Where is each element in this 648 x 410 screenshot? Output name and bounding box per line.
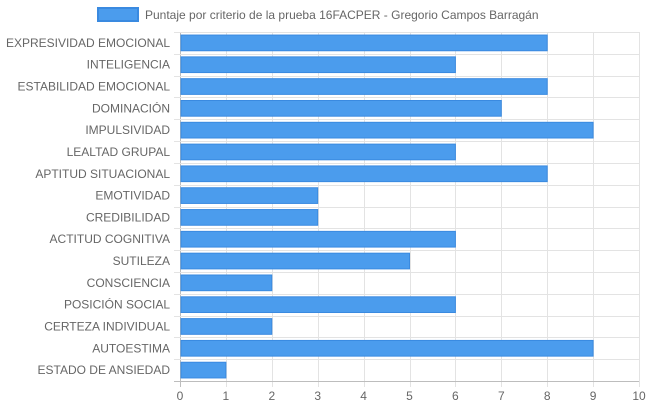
x-tick-label: 10 — [632, 389, 646, 403]
x-tick-label: 8 — [544, 389, 551, 403]
category-label: APTITUD SITUACIONAL — [35, 167, 170, 181]
bar[interactable] — [180, 230, 456, 248]
category-label: AUTOESTIMA — [92, 341, 170, 355]
legend-label[interactable]: Puntaje por criterio de la prueba 16FACP… — [145, 8, 539, 22]
legend[interactable]: Puntaje por criterio de la prueba 16FACP… — [97, 7, 539, 22]
x-tick-label: 3 — [314, 389, 321, 403]
legend-swatch[interactable] — [97, 7, 139, 22]
x-tick-label: 6 — [452, 389, 459, 403]
bar[interactable] — [180, 34, 548, 52]
bar[interactable] — [180, 296, 456, 314]
x-tick-label: 0 — [177, 389, 184, 403]
bar[interactable] — [180, 187, 319, 204]
x-tick-label: 4 — [360, 389, 367, 403]
bar[interactable] — [180, 143, 456, 161]
bar[interactable] — [180, 78, 548, 95]
category-label: DOMINACIÓN — [92, 100, 170, 115]
bar[interactable] — [180, 165, 548, 183]
category-label: CONSCIENCIA — [87, 276, 170, 290]
category-label: LEALTAD GRUPAL — [67, 145, 171, 159]
category-label: ESTABILIDAD EMOCIONAL — [18, 80, 171, 94]
category-label: INTELIGENCIA — [87, 58, 170, 72]
bar[interactable] — [180, 56, 456, 74]
bar[interactable] — [180, 99, 502, 117]
category-labels: EXPRESIVIDAD EMOCIONAL INTELIGENCIA ESTABI… — [6, 36, 170, 377]
x-tick-label: 9 — [590, 389, 597, 403]
category-label: IMPULSIVIDAD — [85, 123, 170, 137]
x-tick-label: 5 — [406, 389, 413, 403]
bar[interactable] — [180, 274, 273, 292]
bars — [180, 34, 594, 379]
category-label: ACTITUD COGNITIVA — [50, 232, 170, 246]
category-label: CREDIBILIDAD — [86, 210, 170, 224]
bar[interactable] — [180, 361, 227, 379]
x-tick-labels: 0 1 2 3 4 5 6 7 8 9 10 — [177, 389, 646, 403]
x-tick-label: 2 — [268, 389, 275, 403]
x-tick-label: 7 — [498, 389, 505, 403]
bar[interactable] — [180, 252, 410, 270]
x-tick-label: 1 — [223, 389, 230, 403]
bar[interactable] — [180, 121, 594, 139]
bar[interactable] — [180, 318, 273, 335]
category-label: SUTILEZA — [113, 254, 170, 268]
category-label: EMOTIVIDAD — [95, 189, 170, 203]
category-label: ESTADO DE ANSIEDAD — [38, 363, 171, 377]
category-label: CERTEZA INDIVIDUAL — [44, 319, 170, 333]
bar[interactable] — [180, 209, 319, 226]
bar[interactable] — [180, 339, 594, 357]
category-label: EXPRESIVIDAD EMOCIONAL — [6, 36, 170, 50]
category-label: POSICIÓN SOCIAL — [64, 297, 170, 312]
